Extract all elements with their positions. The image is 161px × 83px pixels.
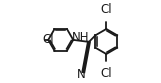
Text: NH: NH (72, 31, 89, 44)
Text: Cl: Cl (42, 33, 54, 46)
Text: Cl: Cl (100, 67, 112, 80)
Text: N: N (77, 68, 86, 82)
Text: Cl: Cl (100, 3, 112, 16)
